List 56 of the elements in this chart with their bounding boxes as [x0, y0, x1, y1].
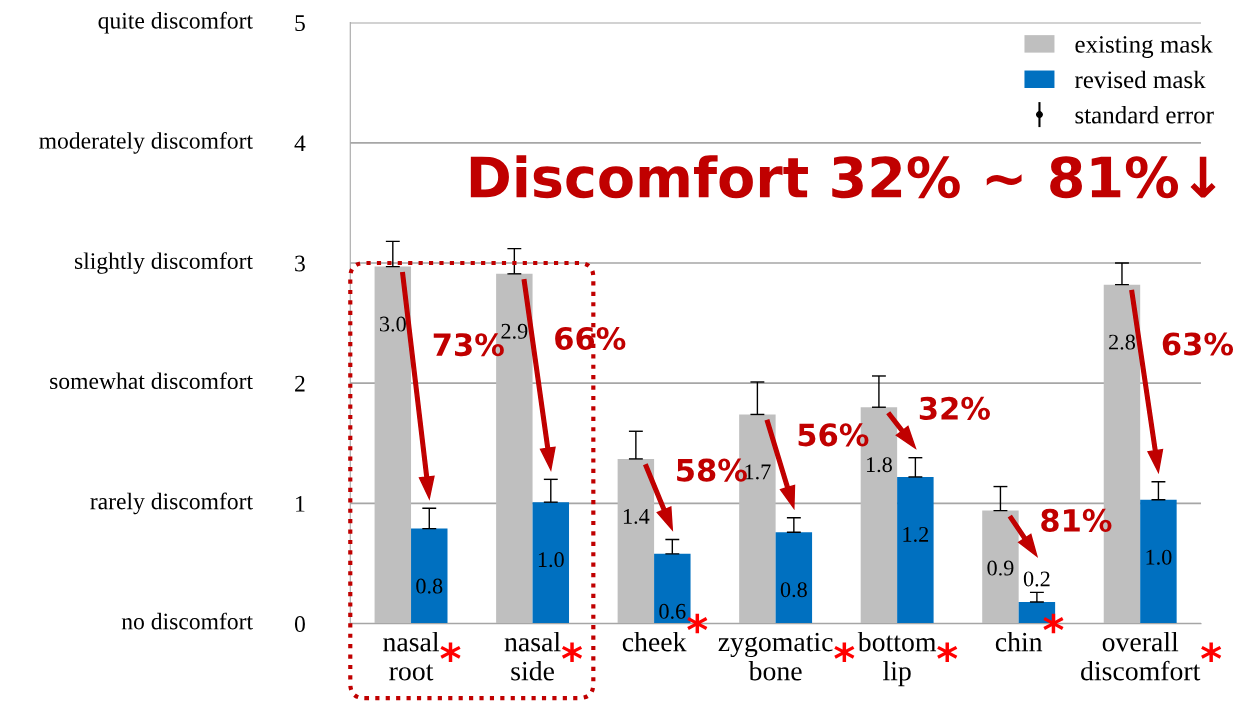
legend-label: revised mask: [1074, 70, 1206, 89]
annotation: 32%: [919, 396, 990, 420]
data-label: 1.0: [1146, 549, 1172, 565]
x-tick-label: nasal root: [383, 631, 440, 681]
text: *: [1201, 642, 1222, 662]
bar: [532, 502, 570, 624]
bar: [617, 458, 655, 624]
legend-label: existing mask: [1075, 35, 1213, 59]
data-label: 0.9: [987, 560, 1014, 576]
annotation: 63%: [1162, 332, 1234, 356]
text: rarely discomfort: [90, 492, 253, 515]
data-label: 1.4: [623, 508, 650, 524]
data-label: 1.2: [903, 526, 929, 542]
annotation: 56%: [798, 423, 869, 447]
annotation: 58%: [677, 458, 747, 482]
data-label: 0.8: [416, 578, 443, 594]
text: moderately discomfort: [39, 131, 253, 154]
bar: [411, 528, 448, 624]
y-tick-label: 2: [295, 375, 305, 392]
annotation: Discomfort 32% ~ 81%↓: [470, 155, 1216, 199]
x-tick-label: overall discomfort: [1081, 631, 1201, 681]
y-tick-label: 0: [294, 616, 305, 632]
data-label: 0.6: [659, 603, 686, 619]
text: *: [440, 642, 461, 662]
data-label: 3.0: [379, 316, 406, 332]
x-tick-label: nasal side: [504, 631, 561, 681]
y-tick-label: 4: [294, 135, 306, 152]
data-label: 0.8: [780, 582, 807, 598]
data-label: 2.8: [1109, 334, 1136, 350]
annotation: 81%: [1041, 508, 1112, 532]
y-tick-label: 1: [296, 495, 305, 512]
text: *: [937, 642, 958, 662]
annotation: *: [1043, 613, 1064, 634]
data-label: 0.2: [1023, 571, 1050, 587]
annotation: *: [687, 613, 708, 634]
bar: [775, 532, 813, 624]
data-label: 1.0: [538, 552, 564, 568]
annotation: standard error: [1075, 106, 1214, 124]
bar: [897, 476, 934, 624]
bar: [1140, 499, 1177, 624]
bar: [982, 510, 1019, 624]
y-tick-label: 3: [295, 255, 305, 272]
x-tick-label: zygomatic bone: [718, 632, 833, 681]
text: *: [834, 642, 855, 662]
y-tick-label: 5: [295, 15, 305, 32]
text: slightly discomfort: [74, 252, 253, 274]
annotation: 66%: [555, 326, 626, 350]
data-label: 1.7: [745, 464, 771, 480]
text: quite discomfort: [98, 11, 253, 34]
x-tick-label: bottom lip: [857, 631, 937, 687]
text: no discomfort: [121, 612, 253, 630]
text: *: [561, 642, 583, 662]
x-tick-label: chin: [995, 631, 1043, 652]
text: somewhat discomfort: [50, 372, 253, 390]
x-tick-label: cheek: [622, 631, 687, 652]
data-label: 1.8: [866, 457, 892, 473]
